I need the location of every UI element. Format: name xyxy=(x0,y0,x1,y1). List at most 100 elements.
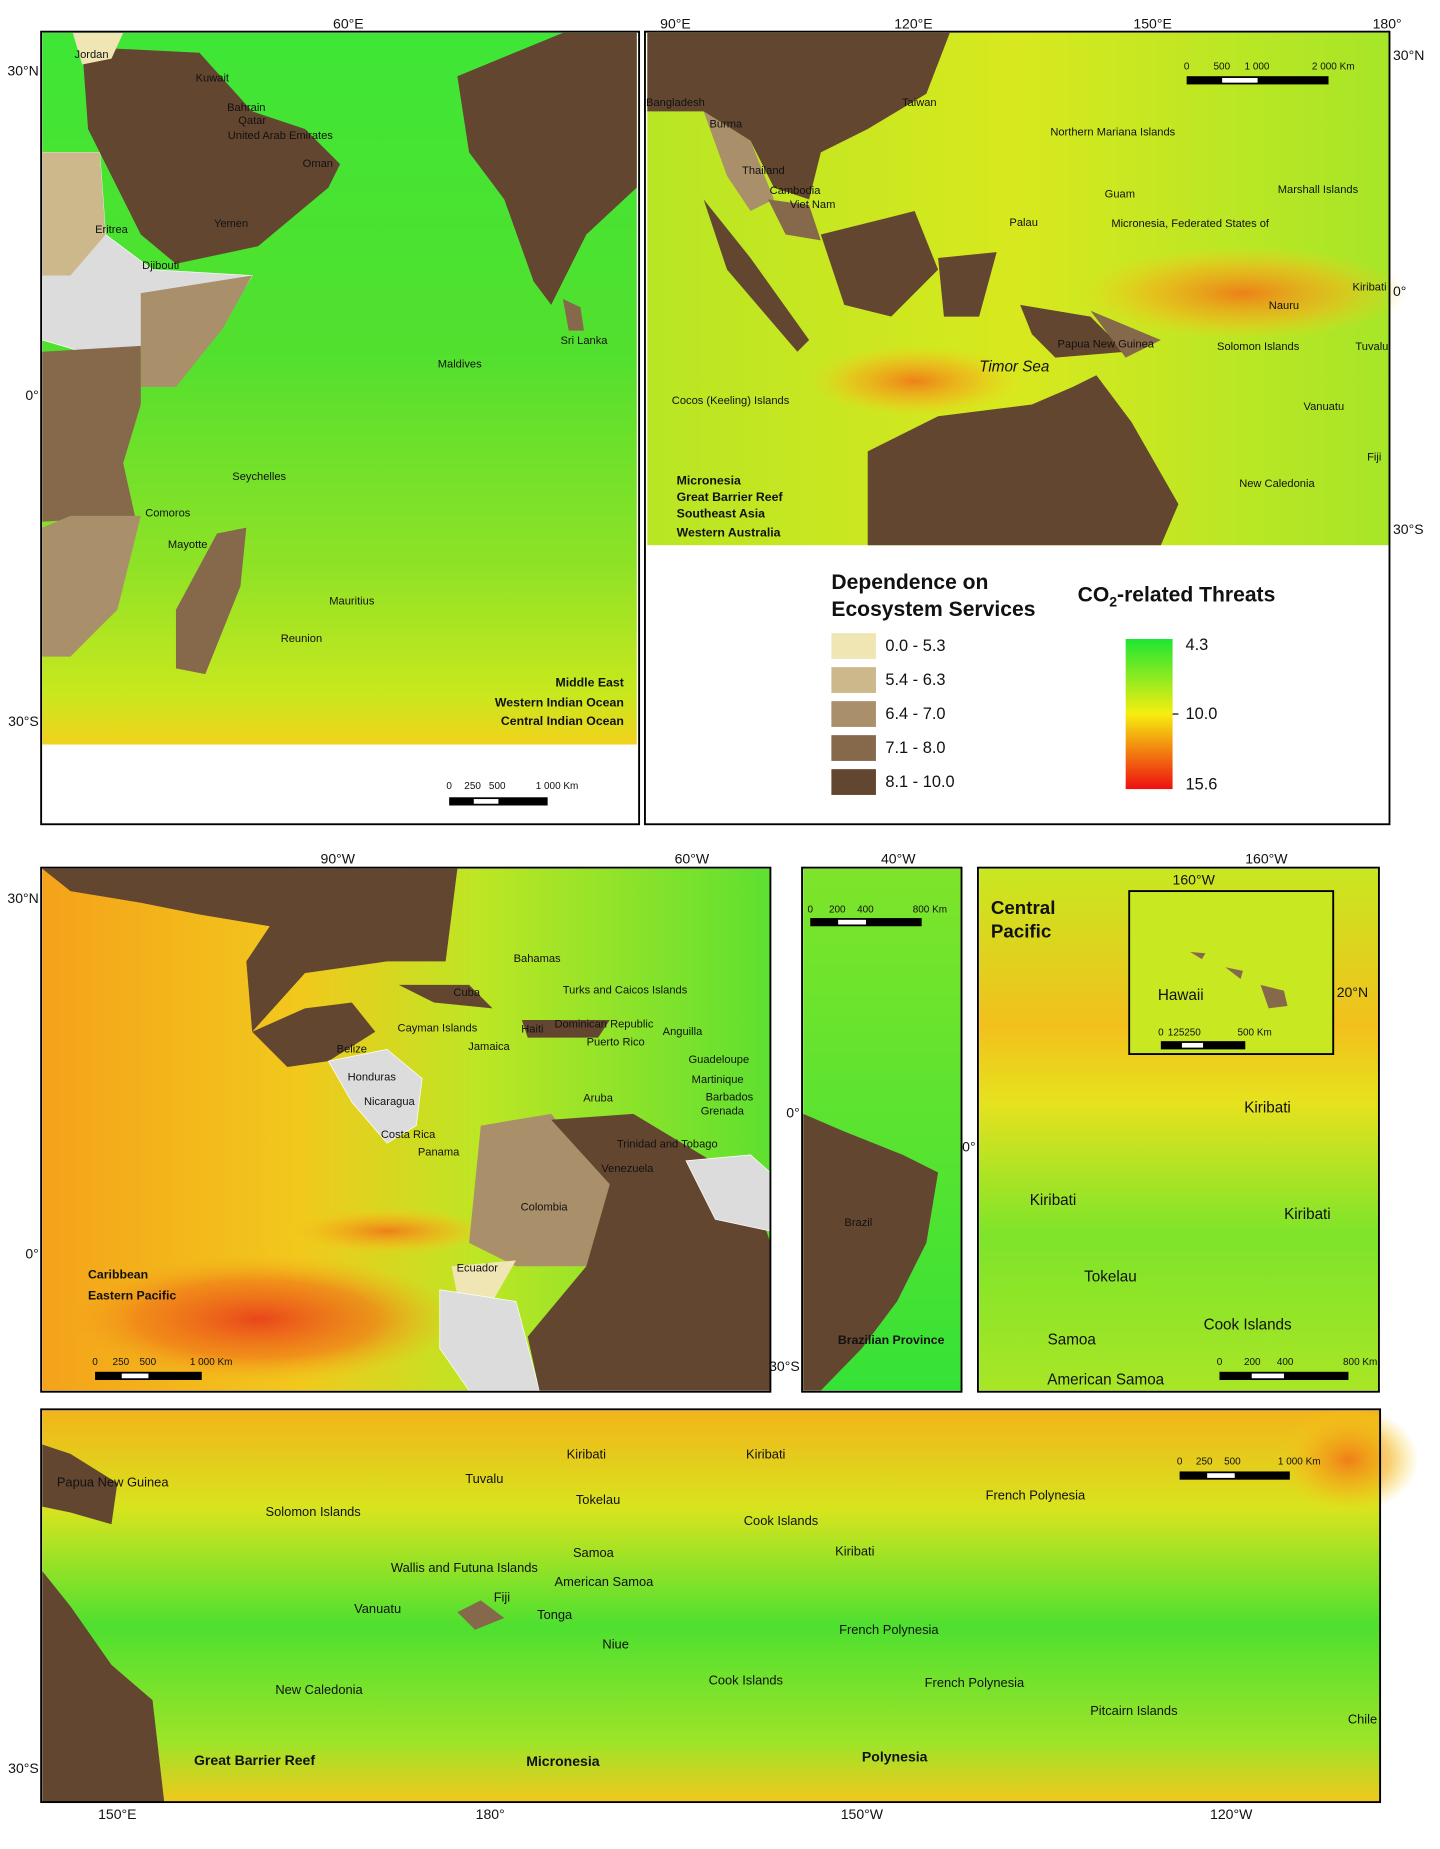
legend-label: 6.4 - 7.0 xyxy=(885,705,945,723)
legend-title: Ecosystem Services xyxy=(831,598,1035,621)
region-label: Micronesia xyxy=(677,474,741,488)
place-label: Djibouti xyxy=(142,260,179,272)
place-label: Cambodia xyxy=(770,185,822,197)
place-label: Hawaii xyxy=(1158,987,1204,1004)
place-label: Cuba xyxy=(453,987,480,999)
scale-label: 0 xyxy=(1184,61,1190,72)
south-pacific-map xyxy=(42,1406,1419,1803)
legend-label: 8.1 - 10.0 xyxy=(885,773,954,791)
scale-label: 0 xyxy=(1217,1357,1223,1368)
place-label: American Samoa xyxy=(555,1574,655,1589)
place-label: Cook Islands xyxy=(709,1673,783,1688)
legend-title: CO2-related Threats xyxy=(1078,583,1276,610)
legend-swatch xyxy=(831,667,876,693)
place-label: Jordan xyxy=(75,49,109,61)
place-label: New Caledonia xyxy=(275,1682,363,1697)
place-label: Dominican Republic xyxy=(554,1019,653,1031)
place-label: Samoa xyxy=(1048,1332,1097,1349)
region-label: Micronesia xyxy=(526,1753,600,1769)
place-label: Bangladesh xyxy=(646,97,705,109)
place-label: Bahrain xyxy=(227,102,265,114)
place-label: Puerto Rico xyxy=(587,1036,645,1048)
region-label: Polynesia xyxy=(862,1748,928,1764)
axis-label: 150°E xyxy=(98,1806,136,1822)
region-label: Middle East xyxy=(556,675,624,689)
place-label: New Caledonia xyxy=(1239,478,1315,490)
axis-label: 90°W xyxy=(321,850,356,866)
place-label: Aruba xyxy=(583,1093,613,1105)
region-label: Great Barrier Reef xyxy=(677,490,784,504)
place-label: Wallis and Futuna Islands xyxy=(391,1560,538,1575)
axis-label: 150°W xyxy=(841,1806,884,1822)
ramp-label: 15.6 xyxy=(1185,775,1217,793)
region-label: Southeast Asia xyxy=(677,507,766,521)
place-label: Comoros xyxy=(145,508,191,520)
scale-bar-segment xyxy=(1222,77,1258,83)
scale-label: 1 000 Km xyxy=(1278,1457,1321,1468)
place-label: Viet Nam xyxy=(790,199,836,211)
panel-frame xyxy=(977,866,1380,1393)
axis-label: 120°W xyxy=(1210,1806,1253,1822)
legend-title-part: CO xyxy=(1078,583,1110,606)
region-label: Central Indian Ocean xyxy=(501,714,624,728)
axis-label: 120°E xyxy=(894,15,932,31)
place-label: Brazil xyxy=(844,1217,872,1229)
axis-label: 30°N xyxy=(1393,47,1424,63)
axis-label: 40°W xyxy=(881,850,916,866)
inset-frame xyxy=(1128,890,1335,1055)
place-label: Solomon Islands xyxy=(1217,341,1300,353)
legend-title-sub: 2 xyxy=(1109,593,1117,609)
place-label: Micronesia, Federated States of xyxy=(1111,218,1270,230)
place-label: French Polynesia xyxy=(839,1622,939,1637)
place-label: Bahamas xyxy=(514,953,561,965)
place-label: Kuwait xyxy=(196,73,230,85)
scale-label: 0 xyxy=(1158,1027,1164,1038)
place-label: Costa Rica xyxy=(381,1129,436,1141)
legend-title: Dependence on xyxy=(831,571,988,594)
ramp-label: 10.0 xyxy=(1185,705,1217,723)
panel-frame xyxy=(644,30,1391,826)
scale-label: 1 000 Km xyxy=(190,1357,233,1368)
place-label: Solomon Islands xyxy=(266,1504,361,1519)
scale-bar-segment xyxy=(838,919,866,925)
legend-label: 7.1 - 8.0 xyxy=(885,739,945,757)
place-label: Eritrea xyxy=(95,224,129,236)
place-label: Nicaragua xyxy=(364,1096,416,1108)
southeast-asia-map xyxy=(647,32,1408,546)
panel-frame xyxy=(40,866,772,1393)
scale-bar-segment xyxy=(1181,1042,1204,1048)
caribbean-map xyxy=(42,868,771,1391)
place-label: Oman xyxy=(303,158,333,170)
place-label: Reunion xyxy=(281,633,322,645)
scale-label: 400 xyxy=(857,904,874,915)
place-label: Seychelles xyxy=(232,471,286,483)
panel-frame xyxy=(40,30,641,826)
place-label: Turks and Caicos Islands xyxy=(563,985,688,997)
axis-label: 20°N xyxy=(1337,984,1368,1000)
axis-label: 90°E xyxy=(660,15,691,31)
panel-frame xyxy=(40,1408,1382,1804)
legend-swatch xyxy=(831,769,876,795)
axis-label: 30°S xyxy=(769,1358,800,1374)
place-label: Qatar xyxy=(238,115,266,127)
place-label: Tuvalu xyxy=(465,1471,503,1486)
axis-label: 60°W xyxy=(675,850,710,866)
region-label: Western Indian Ocean xyxy=(495,695,624,709)
place-label: Kiribati xyxy=(1353,281,1387,293)
place-label: Belize xyxy=(337,1043,367,1055)
region-label: Brazilian Province xyxy=(838,1333,945,1347)
scale-bar-segment xyxy=(473,799,499,804)
scale-label: 800 Km xyxy=(913,904,947,915)
axis-label: 30°S xyxy=(1393,521,1424,537)
place-label: Venezuela xyxy=(601,1163,654,1175)
scale-label: 0 xyxy=(446,781,452,792)
legend: Dependence on Ecosystem Services 0.0 - 5… xyxy=(831,571,1275,795)
axis-label: 30°S xyxy=(8,1760,39,1776)
place-label: Yemen xyxy=(214,218,248,230)
place-label: Chile xyxy=(1348,1711,1377,1726)
axis-label: 0° xyxy=(25,387,38,403)
place-label: American Samoa xyxy=(1047,1372,1164,1389)
scale-label: 1 000 Km xyxy=(536,781,579,792)
axis-label: 0° xyxy=(786,1105,799,1121)
